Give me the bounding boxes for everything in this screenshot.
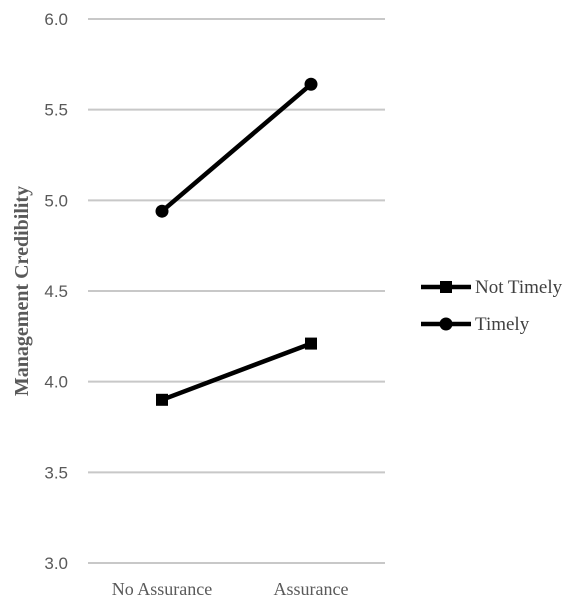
series-lines [155,77,318,406]
series-line [160,82,313,213]
series-line [161,341,312,402]
y-axis-ticks: 3.0 3.5 4.0 4.5 5.0 5.5 6.0 [44,10,68,573]
y-tick-label: 6.0 [44,10,68,29]
series-not-timely [156,337,317,406]
data-point [155,204,169,218]
x-tick-label: Assurance [274,579,349,599]
y-axis-title: Management Credibility [11,186,33,396]
data-point [304,77,318,91]
legend-label: Timely [475,314,530,335]
y-tick-label: 5.0 [44,191,68,210]
y-tick-label: 3.5 [44,463,68,482]
legend-marker [440,281,452,293]
y-tick-label: 4.0 [44,373,68,392]
legend-item: Not Timely [421,277,563,298]
data-point [305,337,317,350]
legend-label: Not Timely [475,277,563,298]
y-tick-label: 4.5 [44,282,68,301]
legend-item: Timely [421,314,530,335]
series-timely [155,77,318,218]
x-axis-ticks: No Assurance Assurance [112,579,349,599]
y-tick-label: 3.0 [44,554,68,573]
legend-marker [439,317,453,331]
gridlines [88,18,385,564]
legend: Not Timely Timely [421,277,563,335]
x-tick-label: No Assurance [112,579,212,599]
y-tick-label: 5.5 [44,101,68,120]
data-point [156,393,168,406]
